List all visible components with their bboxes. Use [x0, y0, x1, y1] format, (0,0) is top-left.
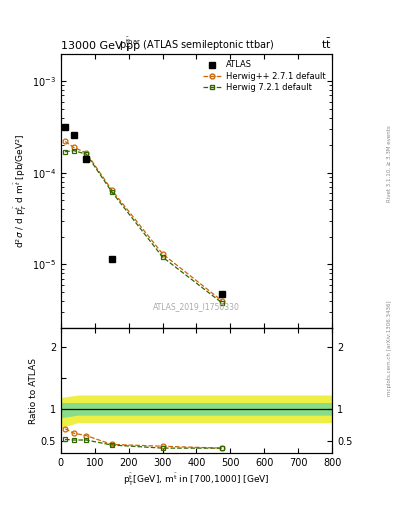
Y-axis label: Ratio to ATLAS: Ratio to ATLAS	[29, 358, 38, 424]
Text: mcplots.cern.ch [arXiv:1306.3436]: mcplots.cern.ch [arXiv:1306.3436]	[387, 301, 392, 396]
Y-axis label: d$^2\sigma$ / d p$_T^{\bar{t}}$ d m$^{\bar{t}}$ [pb/GeV$^2$]: d$^2\sigma$ / d p$_T^{\bar{t}}$ d m$^{\b…	[13, 134, 29, 248]
X-axis label: $\mathrm{p_T^{\bar{t}}}$[GeV], $\mathrm{m^{\bar{t}}}$ in [700,1000] [GeV]: $\mathrm{p_T^{\bar{t}}}$[GeV], $\mathrm{…	[123, 472, 270, 488]
Text: Rivet 3.1.10, ≥ 3.3M events: Rivet 3.1.10, ≥ 3.3M events	[387, 125, 392, 202]
Text: 13000 GeV pp: 13000 GeV pp	[61, 41, 140, 51]
Text: ATLAS_2019_I1750330: ATLAS_2019_I1750330	[153, 302, 240, 311]
Legend: ATLAS, Herwig++ 2.7.1 default, Herwig 7.2.1 default: ATLAS, Herwig++ 2.7.1 default, Herwig 7.…	[201, 58, 328, 94]
Title: $\mathrm{p_T^{\bar{t}bar}}$ (ATLAS semileptonic ttbar): $\mathrm{p_T^{\bar{t}bar}}$ (ATLAS semil…	[119, 35, 274, 54]
Text: t$\bar{\mathrm{t}}$: t$\bar{\mathrm{t}}$	[321, 37, 332, 51]
